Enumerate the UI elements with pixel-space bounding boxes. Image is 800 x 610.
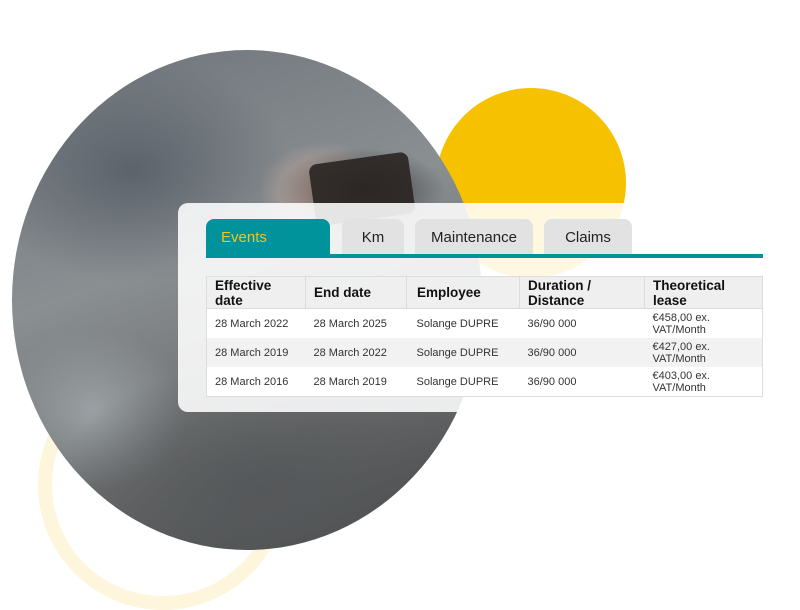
tab-maintenance[interactable]: Maintenance bbox=[415, 219, 533, 255]
cell-lease: €458,00 ex. VAT/Month bbox=[652, 311, 711, 336]
cell-employee: Solange DUPRE bbox=[416, 317, 499, 330]
tab-underline bbox=[206, 254, 763, 258]
cell-duration: 36/90 000 bbox=[519, 338, 645, 367]
table-row[interactable]: 28 March 2022 28 March 2025 Solange DUPR… bbox=[207, 309, 763, 339]
header-duration-distance: Duration / Distance bbox=[519, 276, 645, 309]
header-employee: Employee bbox=[406, 276, 520, 309]
table-row[interactable]: 28 March 2016 28 March 2019 Solange DUPR… bbox=[207, 367, 763, 397]
cell-lease: €427,00 ex. VAT/Month bbox=[644, 338, 763, 367]
tab-claims[interactable]: Claims bbox=[544, 219, 632, 255]
events-table: Effective date End date Employee Duratio… bbox=[206, 276, 763, 397]
cell-end-date: 28 March 2019 bbox=[313, 375, 387, 388]
cell-duration: 36/90 000 bbox=[527, 317, 577, 330]
cell-employee: Solange DUPRE bbox=[416, 375, 499, 388]
table-row[interactable]: 28 March 2019 28 March 2022 Solange DUPR… bbox=[206, 338, 763, 367]
header-theoretical-lease: Theoretical lease bbox=[644, 276, 763, 309]
cell-employee: Solange DUPRE bbox=[406, 338, 520, 367]
cell-end-date: 28 March 2025 bbox=[313, 317, 387, 330]
cell-lease: €403,00 ex. VAT/Month bbox=[652, 369, 711, 394]
header-effective-date: Effective date bbox=[206, 276, 306, 309]
cell-end-date: 28 March 2022 bbox=[305, 338, 407, 367]
cell-effective-date: 28 March 2019 bbox=[206, 338, 306, 367]
table-header-row: Effective date End date Employee Duratio… bbox=[206, 276, 763, 309]
tab-km[interactable]: Km bbox=[342, 219, 404, 255]
cell-effective-date: 28 March 2016 bbox=[215, 375, 289, 388]
cell-effective-date: 28 March 2022 bbox=[215, 317, 289, 330]
tab-events[interactable]: Events bbox=[206, 219, 330, 255]
cell-duration: 36/90 000 bbox=[527, 375, 577, 388]
header-end-date: End date bbox=[305, 276, 407, 309]
